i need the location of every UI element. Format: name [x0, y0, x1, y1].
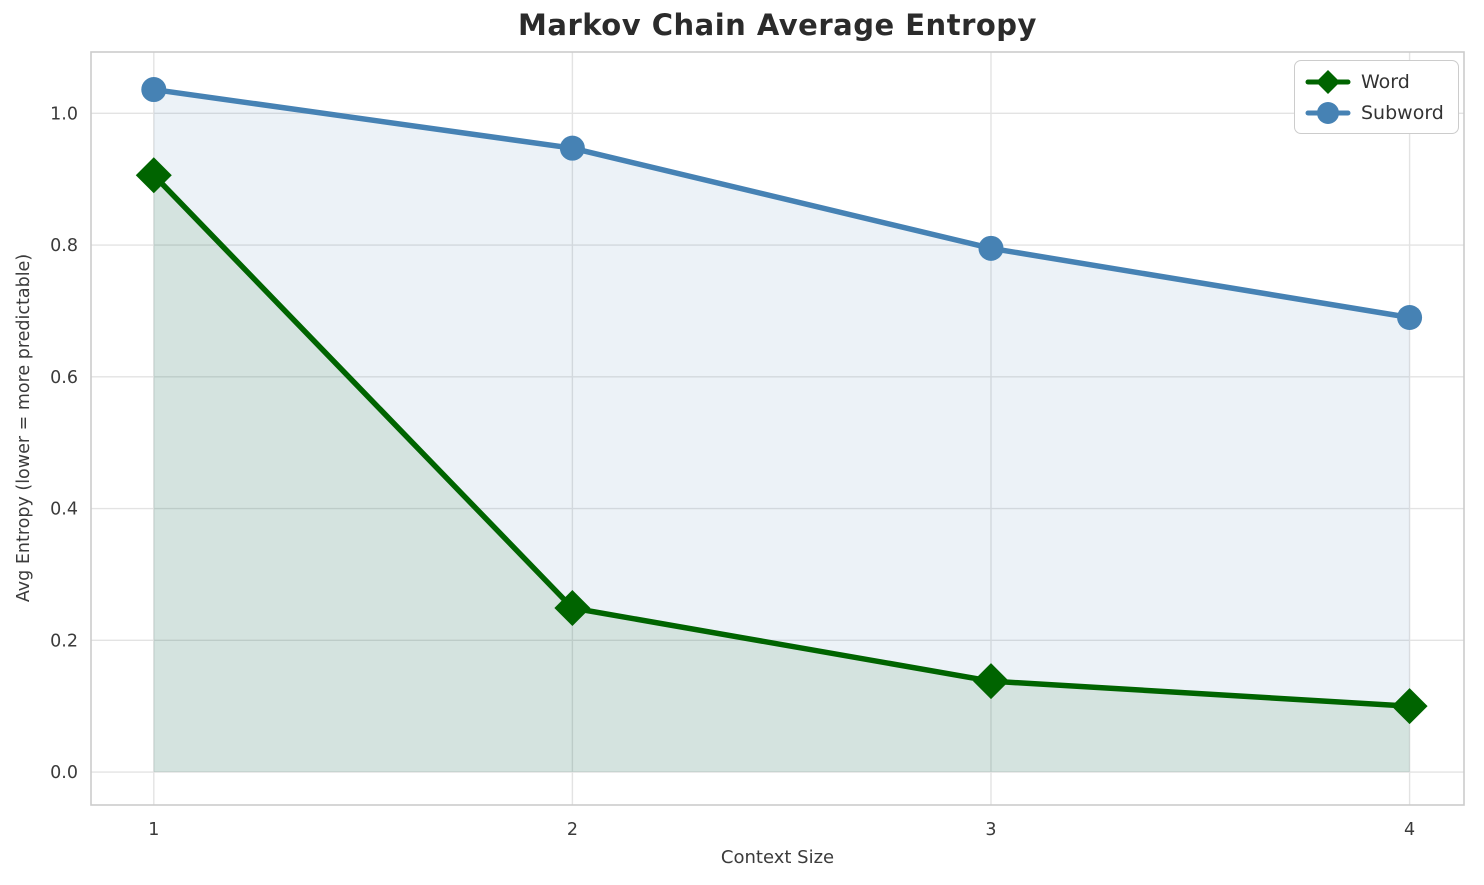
- y-tick-label: 0.2: [50, 631, 78, 651]
- subword-series-line: [151, 86, 1413, 321]
- legend-label-subword: Subword: [1361, 101, 1444, 124]
- y-tick-label: 0.0: [50, 763, 78, 783]
- subword-data-point-marker: [978, 235, 1004, 261]
- word-data-point-marker: [972, 663, 1009, 700]
- subword-area-fill: [153, 89, 1410, 773]
- subword-circle-marker-icon: [1305, 101, 1351, 124]
- x-axis-label: Context Size: [720, 847, 835, 868]
- legend: Word Subword: [1294, 60, 1459, 134]
- subword-data-point-marker: [141, 77, 167, 103]
- plot-border: [90, 51, 1465, 806]
- legend-item-subword: Subword: [1305, 99, 1444, 126]
- x-tick-label: 1: [148, 820, 159, 840]
- word-data-point-marker: [554, 590, 591, 627]
- y-tick-label: 1.0: [50, 104, 78, 124]
- subword-data-point-marker: [1397, 304, 1423, 330]
- y-tick-label: 0.8: [50, 236, 78, 256]
- y-axis-label: Avg Entropy (lower = more predictable): [14, 253, 34, 603]
- legend-item-word: Word: [1305, 68, 1444, 95]
- subword-data-point-marker: [559, 135, 585, 161]
- x-tick-label: 3: [985, 820, 996, 840]
- word-diamond-marker-icon: [1305, 69, 1351, 94]
- word-area-fill: [153, 175, 1410, 773]
- y-tick-label: 0.4: [50, 500, 78, 520]
- word-data-point-marker: [1391, 688, 1428, 725]
- chart-title: Markov Chain Average Entropy: [518, 8, 1037, 42]
- word-data-point-marker: [135, 157, 172, 194]
- x-tick-label: 2: [567, 820, 578, 840]
- word-series-line: [151, 172, 1413, 709]
- legend-label-word: Word: [1361, 70, 1410, 93]
- y-tick-label: 0.6: [50, 368, 78, 388]
- x-tick-label: 4: [1404, 820, 1415, 840]
